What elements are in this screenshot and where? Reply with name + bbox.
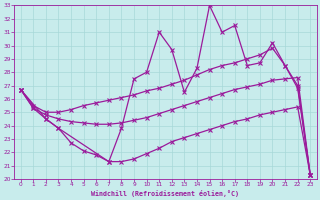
X-axis label: Windchill (Refroidissement éolien,°C): Windchill (Refroidissement éolien,°C) <box>92 190 239 197</box>
